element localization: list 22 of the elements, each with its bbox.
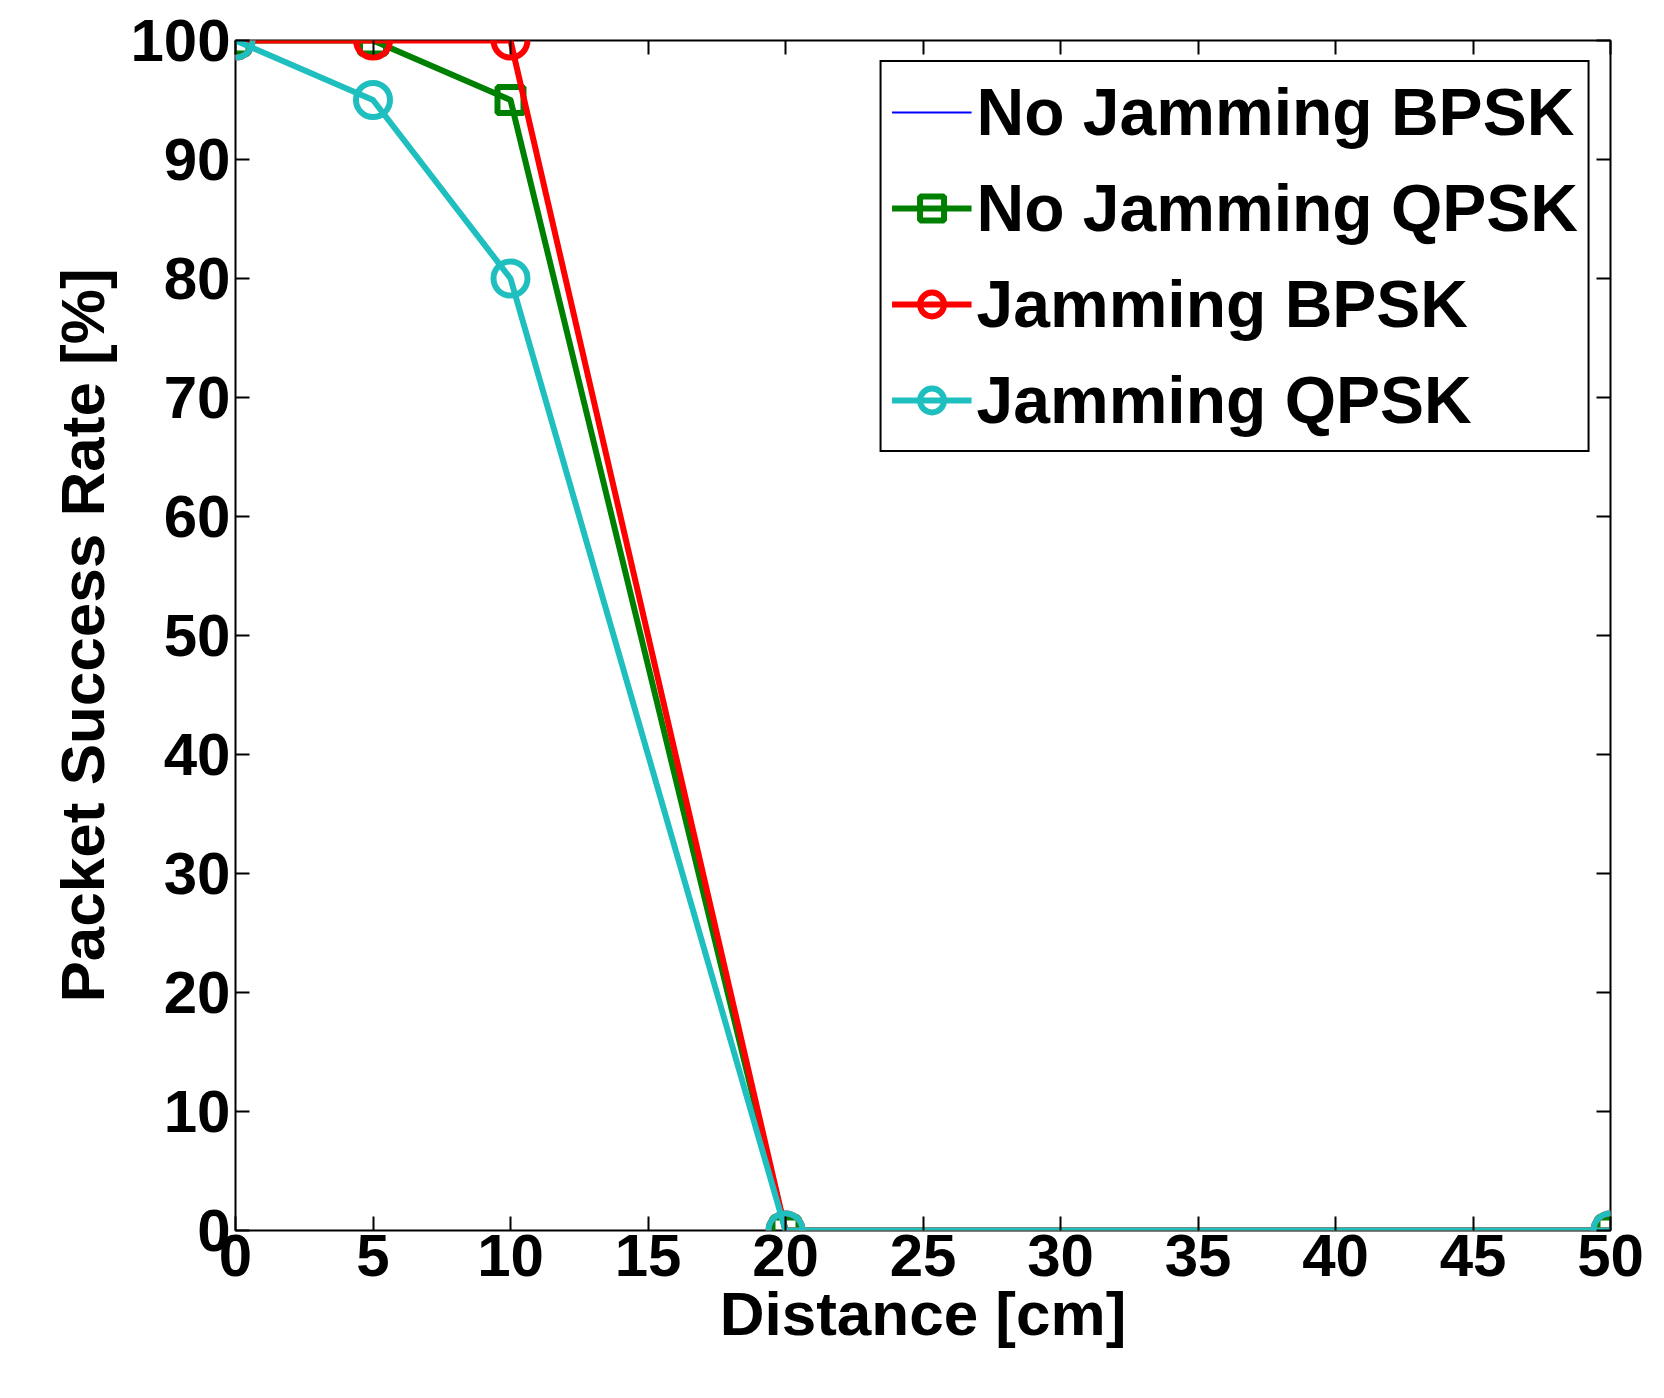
x-tick-label: 45	[1439, 1221, 1507, 1289]
x-tick-label: 50	[1577, 1221, 1644, 1289]
y-tick-label: 40	[163, 721, 231, 788]
x-tick-label: 5	[356, 1221, 390, 1289]
y-tick-label: 80	[163, 245, 231, 312]
y-tick-label: 10	[163, 1078, 231, 1145]
y-axis-title: Packet Success Rate [%]	[48, 268, 118, 1003]
x-tick-label: 40	[1302, 1221, 1369, 1289]
y-tick-label: 30	[163, 840, 231, 907]
y-tick-label: 50	[163, 602, 231, 669]
x-tick-label: 15	[614, 1221, 682, 1289]
legend-label: Jamming QPSK	[976, 362, 1472, 439]
x-tick-label: 10	[477, 1221, 544, 1289]
y-tick-label: 70	[163, 364, 231, 431]
legend-label: No Jamming BPSK	[976, 74, 1575, 151]
y-tick-label: 90	[163, 126, 231, 193]
x-tick-label: 35	[1164, 1221, 1232, 1289]
legend-label: Jamming BPSK	[976, 266, 1469, 343]
y-tick-label: 20	[163, 959, 231, 1026]
legend-label: No Jamming QPSK	[976, 170, 1578, 247]
y-tick-label: 100	[130, 7, 231, 74]
y-tick-label: 60	[163, 483, 231, 550]
